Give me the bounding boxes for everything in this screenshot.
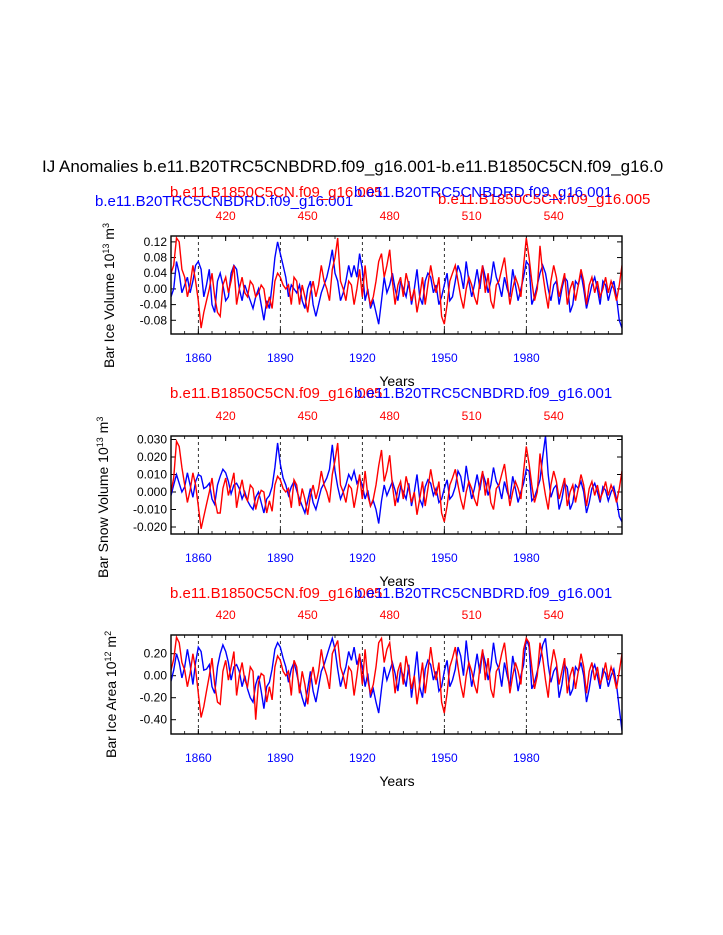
y-axis-label: Bar Snow Volume 1013 m3 (95, 417, 111, 578)
x-tick-label-top: 450 (298, 409, 318, 423)
y-tick-label: -0.010 (133, 503, 167, 517)
x-tick-label-bottom: 1920 (349, 751, 376, 765)
label-left: b.e11.B1850C5CN.f09_g16.005 (170, 184, 382, 201)
x-tick-label-top: 480 (380, 209, 400, 223)
panel-snow-volume: b.e11.B1850C5CN.f09_g16.005 b.e11.B20TRC… (95, 385, 623, 589)
y-tick-label: 0.12 (144, 235, 168, 249)
y-tick-label: -0.20 (140, 691, 168, 705)
x-tick-label-bottom: 1860 (185, 551, 212, 565)
x-tick-label-top: 480 (380, 409, 400, 423)
y-tick-label: 0.030 (137, 433, 167, 447)
y-axis-label-unit: m (101, 228, 117, 244)
figure-title: IJ Anomalies b.e11.B20TRC5CNBDRD.f09_g16… (42, 157, 663, 176)
x-axis-label: Years (379, 573, 414, 589)
x-tick-label-top: 540 (544, 409, 564, 423)
x-tick-label-bottom: 1950 (431, 551, 458, 565)
x-tick-label-top: 420 (216, 209, 236, 223)
y-axis-label: Bar Ice Volume 1013 m3 (101, 223, 117, 368)
y-tick-label: -0.04 (140, 298, 168, 312)
label-left: b.e11.B1850C5CN.f09_g16.005 (170, 385, 382, 402)
y-tick-label: 0.00 (144, 669, 168, 683)
x-tick-label-top: 540 (544, 608, 564, 622)
x-tick-label-top: 540 (544, 209, 564, 223)
y-tick-label: 0.08 (144, 251, 168, 265)
y-tick-label: 0.00 (144, 282, 168, 296)
series-line-red (171, 438, 622, 529)
y-tick-label: -0.40 (140, 713, 168, 727)
panel-ice-volume: b.e11.B20TRC5CNBDRD.f09_g16.001 b.e11.B1… (95, 184, 650, 389)
x-tick-label-top: 450 (298, 608, 318, 622)
label-right: b.e11.B20TRC5CNBDRD.f09_g16.001 (354, 585, 612, 602)
label-left: b.e11.B1850C5CN.f09_g16.005 (170, 585, 382, 602)
overlay-label-left: b.e11.B20TRC5CNBDRD.f09_g16.001 (95, 193, 353, 210)
x-tick-label-top: 420 (216, 608, 236, 622)
x-tick-label-bottom: 1980 (513, 351, 540, 365)
x-tick-label-top: 420 (216, 409, 236, 423)
y-axis-label-exp: 12 (103, 651, 113, 661)
y-tick-label: 0.020 (137, 450, 167, 464)
series-line-red (171, 635, 622, 720)
y-axis-label-unit: m (103, 636, 119, 652)
x-tick-label-bottom: 1860 (185, 351, 212, 365)
y-tick-label: -0.020 (133, 520, 167, 534)
plot-frame (170, 634, 623, 735)
x-tick-label-top: 510 (462, 209, 482, 223)
x-tick-label-bottom: 1950 (431, 351, 458, 365)
y-axis-label-exp: 13 (95, 437, 105, 447)
y-axis-label-text: Bar Ice Volume 10 (101, 253, 117, 368)
x-tick-label-top: 510 (462, 608, 482, 622)
y-axis-label-unit-exp: 2 (103, 631, 113, 636)
y-tick-label: -0.08 (140, 313, 168, 327)
x-tick-label-bottom: 1980 (513, 751, 540, 765)
y-axis-label-text: Bar Snow Volume 10 (95, 447, 111, 578)
x-axis-label: Years (379, 373, 414, 389)
plot-frame (170, 435, 623, 535)
y-tick-label: 0.010 (137, 468, 167, 482)
x-tick-label-bottom: 1890 (267, 351, 294, 365)
y-axis-label-exp: 13 (101, 244, 111, 254)
y-tick-label: 0.04 (144, 266, 168, 280)
x-tick-label-bottom: 1980 (513, 551, 540, 565)
y-axis-label-unit: m (95, 422, 111, 438)
x-tick-label-bottom: 1890 (267, 551, 294, 565)
panel-ice-area: b.e11.B1850C5CN.f09_g16.005 b.e11.B20TRC… (103, 585, 623, 789)
y-axis-label: Bar Ice Area 1012 m2 (103, 631, 119, 758)
y-axis-label-text: Bar Ice Area 10 (103, 661, 119, 758)
y-tick-label: 0.20 (144, 647, 168, 661)
x-tick-label-top: 510 (462, 409, 482, 423)
label-right: b.e11.B20TRC5CNBDRD.f09_g16.001 (354, 385, 612, 402)
overlay-label-right: b.e11.B1850C5CN.f09_g16.005 (438, 191, 650, 208)
x-tick-label-bottom: 1890 (267, 751, 294, 765)
x-tick-label-bottom: 1950 (431, 751, 458, 765)
series-line-red (171, 236, 622, 329)
y-axis-label-unit-exp: 3 (95, 417, 105, 422)
x-tick-label-bottom: 1920 (349, 551, 376, 565)
x-tick-label-top: 480 (380, 608, 400, 622)
x-tick-label-bottom: 1860 (185, 751, 212, 765)
label-right: b.e11.B20TRC5CNBDRD.f09_g16.001 (354, 184, 612, 201)
x-axis-label: Years (379, 773, 414, 789)
plot-frame (170, 235, 623, 335)
x-tick-label-top: 450 (298, 209, 318, 223)
x-tick-label-bottom: 1920 (349, 351, 376, 365)
y-tick-label: 0.000 (137, 485, 167, 499)
series-line-blue (171, 635, 622, 731)
y-axis-label-unit-exp: 3 (101, 223, 111, 228)
